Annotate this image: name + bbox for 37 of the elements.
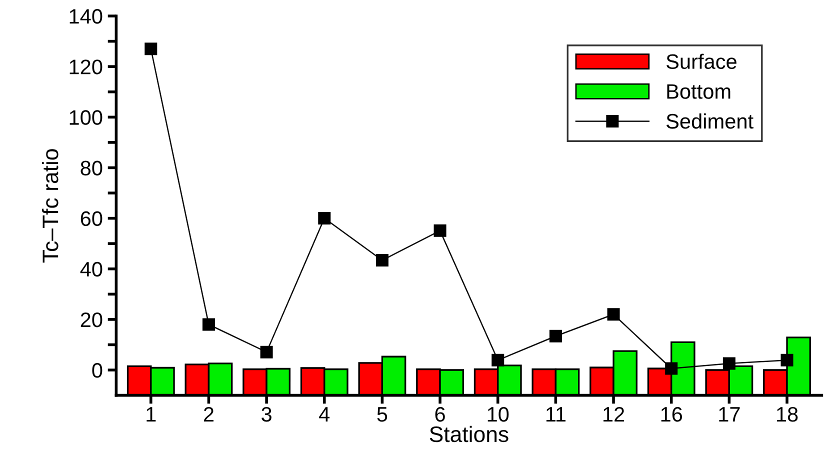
- point: [492, 354, 504, 366]
- point: [260, 346, 273, 358]
- point: [607, 308, 620, 321]
- legend-label: Bottom: [667, 84, 730, 99]
- x-tick-label: 16: [661, 406, 682, 422]
- y-tick-label: 20: [80, 312, 102, 328]
- x-tick-label: 17: [719, 407, 740, 422]
- point: [549, 330, 562, 342]
- y-axis-title: Tc–Tfc ratio: [42, 149, 58, 263]
- legend-label: Sediment: [666, 113, 754, 129]
- legend-label: Surface: [666, 54, 736, 70]
- x-tick-label: 11: [546, 407, 566, 422]
- x-tick-label: 2: [204, 406, 214, 422]
- x-tick-label: 12: [604, 406, 624, 422]
- point: [722, 357, 736, 370]
- point: [144, 42, 158, 56]
- y-tick-label: 140: [70, 8, 102, 24]
- y-tick-label: 40: [80, 262, 102, 277]
- y-tick-label: 80: [80, 160, 102, 176]
- point: [376, 254, 388, 267]
- point: [665, 362, 678, 375]
- y-tick-label: 100: [70, 110, 102, 125]
- x-tick-label: 4: [319, 407, 330, 422]
- x-tick-label: 6: [435, 406, 445, 422]
- point: [202, 318, 215, 331]
- x-tick-label: 18: [777, 406, 798, 422]
- y-tick-label: 120: [70, 60, 102, 74]
- x-tick-label: 3: [262, 406, 272, 422]
- point: [780, 354, 794, 366]
- x-tick-label: 1: [146, 407, 156, 422]
- x-tick-label: 5: [377, 407, 388, 422]
- y-tick-label: 0: [92, 363, 102, 378]
- y-tick-label: 60: [80, 211, 102, 226]
- point: [318, 212, 331, 225]
- x-axis-title: Stations: [430, 426, 508, 442]
- point: [434, 224, 446, 237]
- x-tick-label: 10: [488, 406, 509, 422]
